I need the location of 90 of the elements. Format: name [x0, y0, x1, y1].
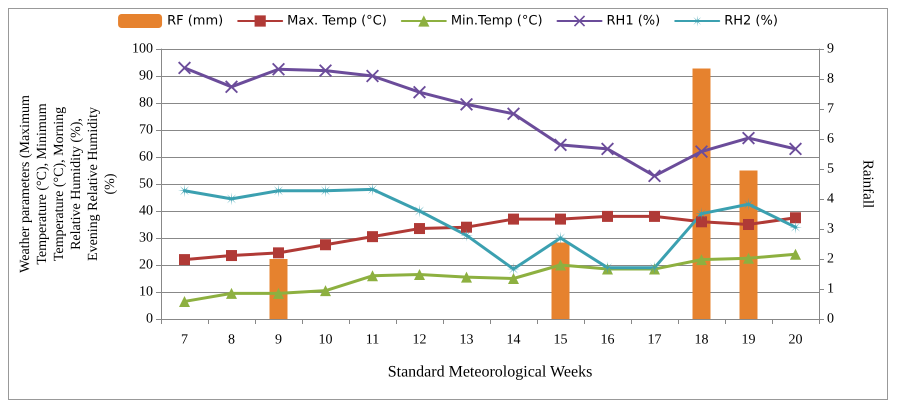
- x-tick-label: 10: [318, 332, 332, 348]
- x-tick-label: 12: [412, 332, 426, 348]
- legend-label: RF (mm): [167, 14, 224, 28]
- point: [742, 132, 755, 145]
- point: [790, 212, 801, 224]
- point: [554, 138, 567, 152]
- y2-tick-label: 4: [827, 192, 834, 206]
- y-tick-label: 20: [139, 258, 153, 272]
- y-tick-label: 30: [139, 230, 153, 246]
- point: [743, 252, 754, 264]
- point: [508, 273, 519, 284]
- point: [413, 86, 426, 99]
- x-axis-title: Standard Meteorological Weeks: [388, 364, 592, 380]
- legend-label: RH1 (%): [606, 14, 660, 28]
- x-tick-label: 18: [694, 332, 708, 348]
- point: [460, 98, 473, 111]
- point: [555, 214, 566, 225]
- point: [226, 250, 237, 262]
- point: [367, 270, 378, 282]
- y-tick-label: 0: [146, 312, 153, 326]
- point: [461, 222, 472, 233]
- point: [790, 248, 801, 260]
- point: [554, 232, 567, 244]
- x-tick-label: 19: [742, 332, 756, 348]
- x-tick-label: 9: [275, 332, 282, 348]
- point: [226, 288, 237, 299]
- x-tick-label: 20: [788, 332, 802, 348]
- point: [649, 210, 660, 222]
- legend-label: Min.Temp (°C): [450, 14, 543, 28]
- y2-tick-label: 9: [827, 42, 834, 56]
- y-tick-label: 60: [139, 150, 153, 164]
- y-tick-label: 90: [139, 68, 153, 84]
- point: [178, 61, 191, 74]
- point: [320, 285, 331, 296]
- point: [602, 210, 613, 222]
- y2-tick-label: 0: [827, 312, 834, 326]
- point: [413, 204, 426, 218]
- point: [272, 62, 285, 76]
- point: [225, 80, 238, 94]
- point: [273, 247, 284, 258]
- point: [461, 272, 472, 283]
- y2-tick-label: 7: [827, 102, 834, 116]
- bar: [270, 259, 288, 319]
- point: [601, 142, 614, 156]
- point: [507, 262, 520, 276]
- y-axis-title: Weather parameters (Maximum Temperature (°C), Minimum Temperature (°C), Morning Relative Humidity (%), Evening Relative Humidity (%): [18, 95, 118, 273]
- y2-tick-label: 6: [827, 132, 834, 146]
- x-tick-label: 17: [648, 332, 662, 348]
- y-tick-label: 100: [132, 42, 153, 56]
- y2-tick-label: 3: [827, 222, 834, 236]
- y2-tick-label: 2: [827, 252, 834, 266]
- y-tick-label: 40: [139, 204, 153, 218]
- point: [414, 223, 425, 234]
- x-tick-label: 11: [366, 332, 380, 348]
- bar: [552, 242, 570, 319]
- point: [179, 254, 190, 266]
- point: [507, 107, 520, 120]
- point: [320, 239, 331, 250]
- bar: [692, 68, 710, 319]
- x-tick-label: 16: [600, 332, 614, 348]
- legend-label: Max. Temp (°C): [287, 14, 387, 28]
- point: [366, 182, 379, 196]
- point: [695, 145, 708, 158]
- point: [696, 216, 707, 228]
- y-tick-label: 50: [139, 176, 153, 192]
- y2-tick-label: 8: [827, 72, 834, 86]
- y2-tick-label: 1: [827, 282, 834, 296]
- y-tick-label: 70: [139, 122, 153, 138]
- x-tick-label: 14: [506, 332, 520, 348]
- y2-tick-label: 5: [827, 162, 834, 176]
- y-tick-label: 10: [139, 284, 153, 300]
- point: [648, 169, 661, 182]
- point: [366, 70, 379, 82]
- point: [555, 260, 566, 270]
- point: [367, 231, 378, 242]
- y-tick-label: 80: [139, 96, 153, 110]
- point: [696, 254, 707, 266]
- y2-axis-title: Rainfall: [860, 160, 876, 208]
- point: [508, 214, 519, 225]
- x-tick-label: 7: [181, 332, 188, 348]
- legend-label: RH2 (%): [724, 14, 778, 28]
- point: [743, 219, 754, 230]
- point: [414, 268, 425, 280]
- point: [789, 142, 802, 156]
- point: [273, 288, 284, 299]
- x-tick-label: 13: [460, 332, 474, 348]
- x-tick-label: 15: [554, 332, 568, 348]
- point: [179, 296, 190, 307]
- point: [319, 64, 332, 78]
- x-tick-label: 8: [228, 332, 235, 348]
